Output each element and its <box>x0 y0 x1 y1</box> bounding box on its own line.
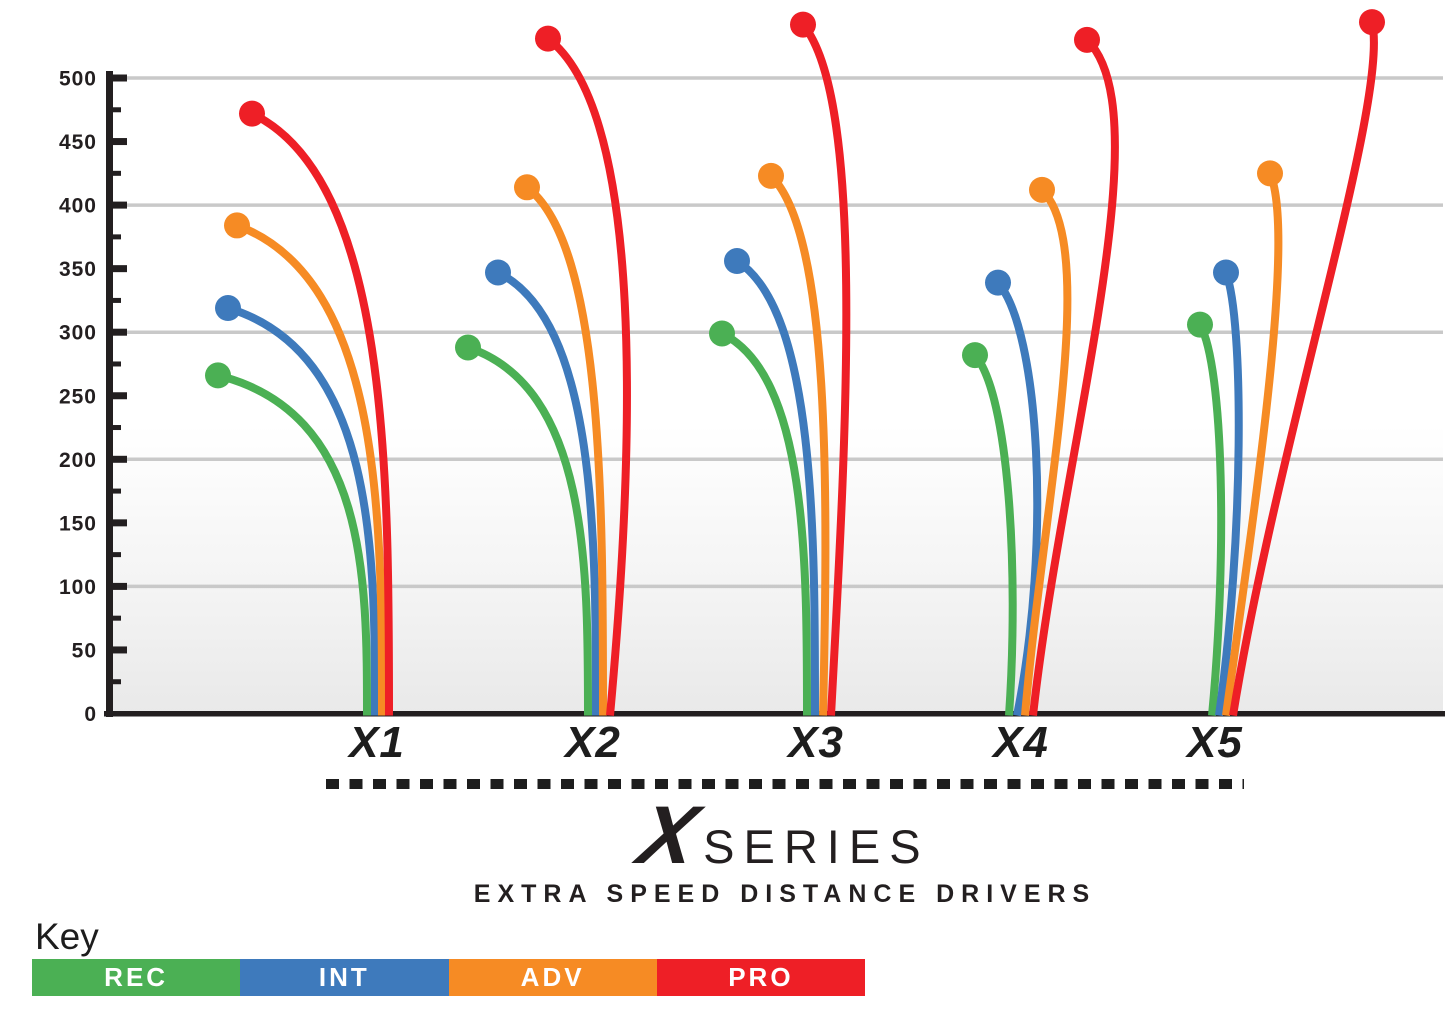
disc-labels: X1 X2 X3 X4 X5 <box>346 718 1243 767</box>
y-tick-label-0: 0 <box>84 703 97 726</box>
series-x-logo: X <box>630 790 705 881</box>
flight-path-X3-REC <box>720 329 811 716</box>
key-segment-label: INT <box>318 962 370 992</box>
flight-dot-X2-ADV <box>514 174 540 201</box>
y-tick-label-450: 450 <box>59 131 97 154</box>
series-subtitle: EXTRA SPEED DISTANCE DRIVERS <box>473 880 1097 908</box>
y-tick-label-50: 50 <box>72 639 97 662</box>
key-segment-adv: ADV <box>448 959 657 996</box>
minor-tick-475 <box>113 107 121 113</box>
major-tick-500 <box>113 74 127 82</box>
series-word: SERIES <box>703 820 930 873</box>
minor-tick-325 <box>113 297 121 303</box>
minor-tick-125 <box>113 552 121 558</box>
minor-tick-175 <box>113 488 121 494</box>
key-label: Key <box>35 916 99 957</box>
flight-dot-X5-INT <box>1213 259 1239 286</box>
flight-path-X1-INT <box>226 304 379 716</box>
key-segment-int: INT <box>240 959 449 996</box>
y-tick-label-500: 500 <box>59 68 97 91</box>
y-tick-label-350: 350 <box>59 258 97 281</box>
y-tick-label-200: 200 <box>59 449 97 472</box>
flight-path-X3-ADV <box>768 173 830 716</box>
flight-path-X2-PRO <box>545 35 631 716</box>
flight-dot-X5-PRO <box>1359 9 1385 36</box>
key-segment-label: REC <box>104 962 169 992</box>
major-tick-300 <box>113 328 127 336</box>
minor-tick-425 <box>113 170 121 176</box>
minor-tick-225 <box>113 425 121 431</box>
major-tick-50 <box>113 646 127 654</box>
flight-dot-X3-PRO <box>790 11 816 38</box>
series-title: X SERIES <box>474 790 1096 881</box>
flight-path-X4-PRO <box>1029 37 1119 716</box>
flight-dot-X3-REC <box>709 320 735 347</box>
major-tick-250 <box>113 392 127 400</box>
flight-path-X1-REC <box>217 371 371 716</box>
disc-label-X3: X3 <box>785 718 844 767</box>
key-segment-label: ADV <box>520 962 585 992</box>
major-tick-400 <box>113 201 127 209</box>
major-tick-150 <box>113 519 127 527</box>
y-tick-label-400: 400 <box>59 195 97 218</box>
flight-path-X4-REC <box>971 352 1017 716</box>
y-tick-label-150: 150 <box>59 512 97 535</box>
flight-path-X2-ADV <box>524 184 607 716</box>
flight-dot-X4-INT <box>985 269 1011 296</box>
y-tick-label-100: 100 <box>59 576 97 599</box>
y-axis-ticks <box>113 74 127 685</box>
series-title-block: X SERIES EXTRA SPEED DISTANCE DRIVERS <box>473 790 1097 909</box>
key-legend-bar: REC INT ADV PRO <box>32 959 865 996</box>
x-axis-line <box>104 711 1445 717</box>
flight-path-X5-PRO <box>1229 21 1378 717</box>
flight-dot-X1-ADV <box>224 212 250 239</box>
key-segment-label: PRO <box>728 962 794 992</box>
major-tick-450 <box>113 138 127 146</box>
disc-label-X4: X4 <box>990 718 1049 767</box>
flight-dot-X4-REC <box>962 342 988 369</box>
flight-dot-X1-PRO <box>239 100 265 127</box>
flight-dot-X1-INT <box>215 295 241 322</box>
major-tick-200 <box>113 455 127 463</box>
minor-tick-275 <box>113 361 121 367</box>
minor-tick-375 <box>113 234 121 240</box>
y-axis-line <box>106 71 113 717</box>
flight-path-X2-REC <box>466 343 592 716</box>
flight-chart: 0 50 100 150 200 250 300 350 400 450 500 X1 X2 X3 X4 X5 <box>59 9 1445 789</box>
y-tick-label-250: 250 <box>59 385 97 408</box>
flight-dot-X4-PRO <box>1074 26 1100 53</box>
flight-dot-X2-PRO <box>535 25 561 52</box>
flight-dot-X5-ADV <box>1257 160 1283 187</box>
flight-path-X1-PRO <box>250 109 393 716</box>
disc-label-X5: X5 <box>1184 718 1243 767</box>
flight-path-X3-INT <box>734 257 819 716</box>
flight-path-X3-PRO <box>799 22 851 716</box>
disc-label-X1: X1 <box>346 718 405 767</box>
flight-dot-X3-ADV <box>758 162 784 189</box>
flight-dot-X1-REC <box>205 362 231 389</box>
flight-dot-X2-REC <box>455 334 481 361</box>
major-tick-350 <box>113 265 127 273</box>
flight-path-X2-INT <box>496 268 600 716</box>
flight-dot-X4-ADV <box>1029 176 1055 203</box>
minor-tick-25 <box>113 679 121 685</box>
disc-label-X2: X2 <box>562 718 621 767</box>
flight-path-X1-ADV <box>235 221 386 716</box>
flight-path-X5-REC <box>1196 322 1226 716</box>
flight-dot-X2-INT <box>485 259 511 286</box>
flight-dot-X5-REC <box>1187 311 1213 338</box>
minor-tick-75 <box>113 615 121 621</box>
key-segment-rec: REC <box>32 959 241 996</box>
major-tick-100 <box>113 582 127 590</box>
flight-path-X5-ADV <box>1222 171 1283 717</box>
y-axis-labels: 0 50 100 150 200 250 300 350 400 450 500 <box>59 68 97 727</box>
flight-path-X4-ADV <box>1021 187 1072 716</box>
key-segment-pro: PRO <box>656 959 865 996</box>
flight-paths <box>205 9 1385 717</box>
flight-path-X5-INT <box>1215 271 1243 717</box>
flight-dot-X3-INT <box>724 248 750 275</box>
y-tick-label-300: 300 <box>59 322 97 345</box>
